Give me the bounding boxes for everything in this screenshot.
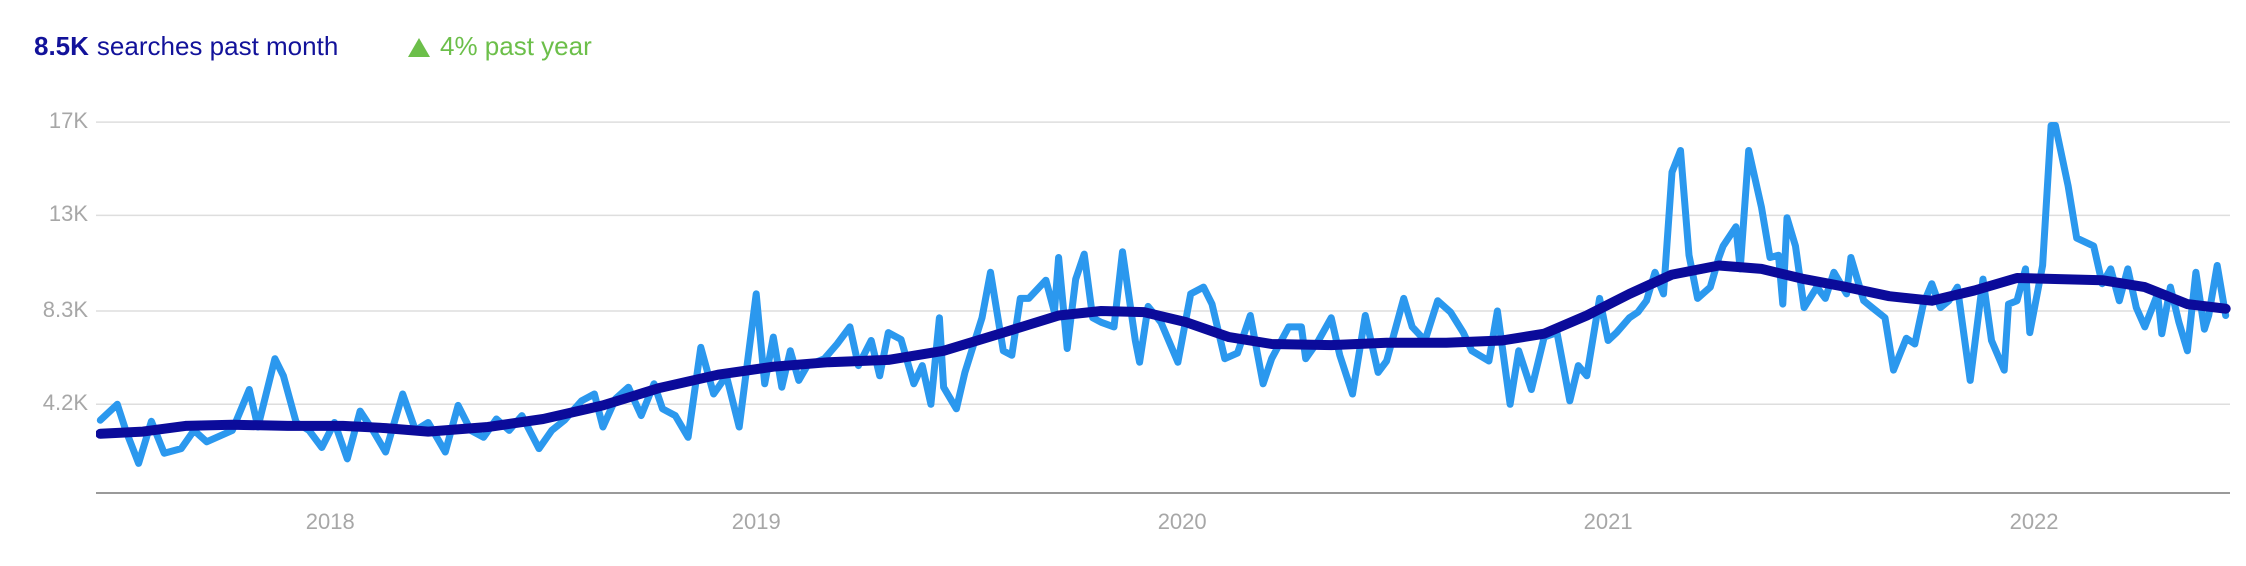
up-arrow [408, 38, 430, 57]
y-tick-label: 17K [49, 108, 88, 133]
y-tick-label: 4.2K [43, 390, 89, 415]
x-tick-label: 2020 [1158, 509, 1207, 534]
y-tick-label: 13K [49, 201, 88, 226]
header-value: 8.5K [34, 31, 89, 61]
x-tick-label: 2018 [306, 509, 355, 534]
x-tick-label: 2019 [732, 509, 781, 534]
x-tick-label: 2022 [2010, 509, 2059, 534]
y-tick-label: 8.3K [43, 297, 89, 322]
x-tick-label: 2021 [1584, 509, 1633, 534]
series-line [96, 122, 2230, 467]
series-line [96, 260, 2231, 439]
header-label: searches past month [97, 31, 338, 61]
header-change: 4% past year [440, 31, 592, 61]
header: 8.5K searches past month [34, 31, 338, 61]
